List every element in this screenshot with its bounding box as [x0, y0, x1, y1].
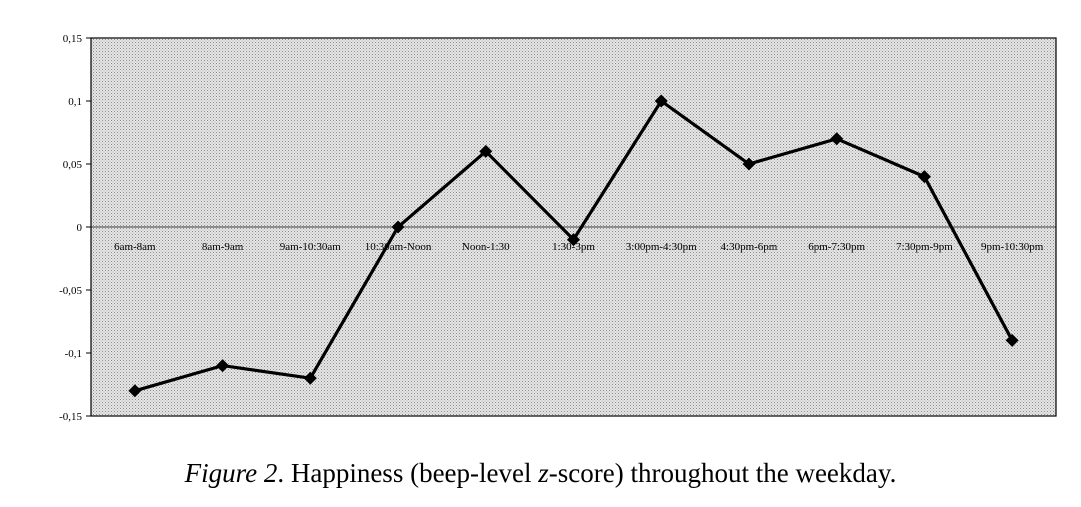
y-tick-label: 0,05 — [63, 159, 83, 171]
x-tick-label: 6pm-7:30pm — [808, 241, 865, 253]
data-point-marker — [479, 144, 493, 158]
figure-label: Figure 2 — [184, 458, 278, 488]
x-tick-label: 10:30am-Noon — [365, 241, 432, 253]
data-point-marker — [742, 157, 756, 171]
data-point-marker — [917, 170, 931, 184]
figure-caption: Figure 2. Happiness (beep-level z-score)… — [0, 458, 1081, 489]
data-point-marker — [654, 94, 668, 108]
data-point-marker — [830, 132, 844, 146]
x-tick-label: Noon-1:30 — [462, 241, 510, 253]
y-tick-label: -0,05 — [59, 285, 82, 297]
x-tick-label: 9am-10:30am — [280, 241, 342, 253]
y-tick-label: -0,15 — [59, 411, 82, 423]
y-tick-label: -0,1 — [65, 348, 82, 360]
x-tick-label: 1:30-3pm — [552, 241, 595, 253]
line-chart: 0,15 0,1 0,05 0 -0,05 -0,1 -0,15 6am-8am 8am-9a… — [59, 33, 1057, 423]
y-tick-label: 0 — [77, 222, 83, 234]
caption-z: z — [538, 458, 549, 488]
x-axis: 6am-8am 8am-9am 9am-10:30am 10:30am-Noon Noo… — [114, 241, 1044, 253]
data-point-marker — [128, 384, 142, 398]
data-point-marker — [567, 233, 580, 247]
data-point-marker — [391, 220, 405, 234]
caption-text-1: . Happiness (beep-level — [277, 458, 539, 488]
y-axis: 0,15 0,1 0,05 0 -0,05 -0,1 -0,15 — [59, 33, 91, 423]
x-tick-label: 8am-9am — [202, 241, 244, 253]
x-tick-label: 7:30pm-9pm — [896, 241, 953, 253]
data-point-marker — [303, 371, 317, 385]
y-tick-label: 0,15 — [63, 33, 83, 45]
data-point-marker — [1005, 333, 1019, 347]
caption-text-2: -score) throughout the weekday. — [548, 458, 897, 488]
x-tick-label: 4:30pm-6pm — [721, 241, 778, 253]
data-point-marker — [216, 359, 230, 373]
y-tick-label: 0,1 — [68, 96, 82, 108]
data-markers — [128, 94, 1019, 398]
x-tick-label: 9pm-10:30pm — [981, 241, 1044, 253]
x-tick-label: 3:00pm-4:30pm — [626, 241, 697, 253]
x-tick-label: 6am-8am — [114, 241, 156, 253]
